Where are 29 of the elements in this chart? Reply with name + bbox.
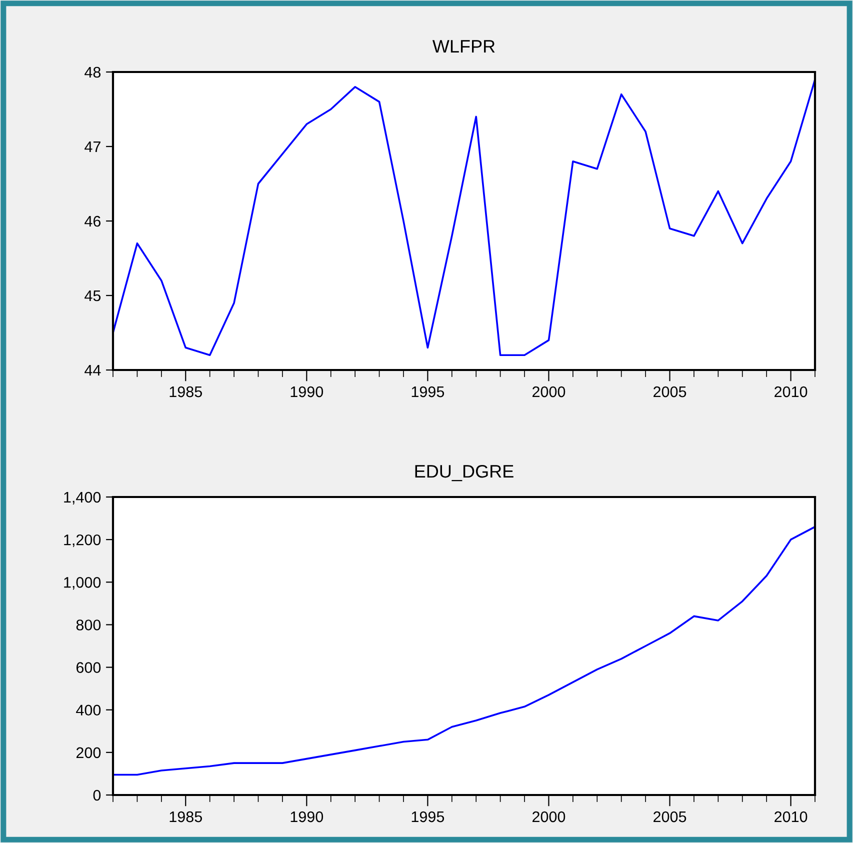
x-tick-label: 2010 <box>774 386 808 398</box>
y-tick-label: 45 <box>84 290 101 302</box>
x-tick-label: 1995 <box>412 386 444 398</box>
y-tick-label: 600 <box>76 662 101 673</box>
y-tick-label: 0 <box>93 790 101 801</box>
chart-title: WLFPR <box>432 40 495 53</box>
y-tick-label: 400 <box>76 704 101 716</box>
y-tick-label: 47 <box>84 142 100 152</box>
x-tick-label: 1990 <box>290 811 324 822</box>
y-tick-label: 48 <box>84 66 101 78</box>
x-tick-label: 1995 <box>412 811 444 822</box>
line-series <box>113 526 815 776</box>
x-tick-label: 1985 <box>170 386 202 398</box>
x-tick-label: 1990 <box>290 386 324 398</box>
x-tick-label: 2005 <box>654 811 686 822</box>
y-tick-label: 44 <box>84 365 101 376</box>
y-tick-label: 1,400 <box>64 492 101 504</box>
y-tick-label: 800 <box>76 620 101 630</box>
x-tick-label: 2005 <box>654 386 686 398</box>
y-tick-label: 1,200 <box>64 534 101 548</box>
y-tick-label: 1,000 <box>64 577 101 590</box>
x-tick-label: 2010 <box>774 811 808 822</box>
y-tick-label: 200 <box>76 747 101 758</box>
x-tick-label: 2000 <box>532 811 566 822</box>
y-tick-label: 46 <box>84 216 101 227</box>
line-series <box>113 78 815 356</box>
chart-title: EDU_DGRE <box>415 464 514 482</box>
x-tick-label: 2000 <box>532 386 566 398</box>
x-tick-label: 1985 <box>170 811 202 822</box>
